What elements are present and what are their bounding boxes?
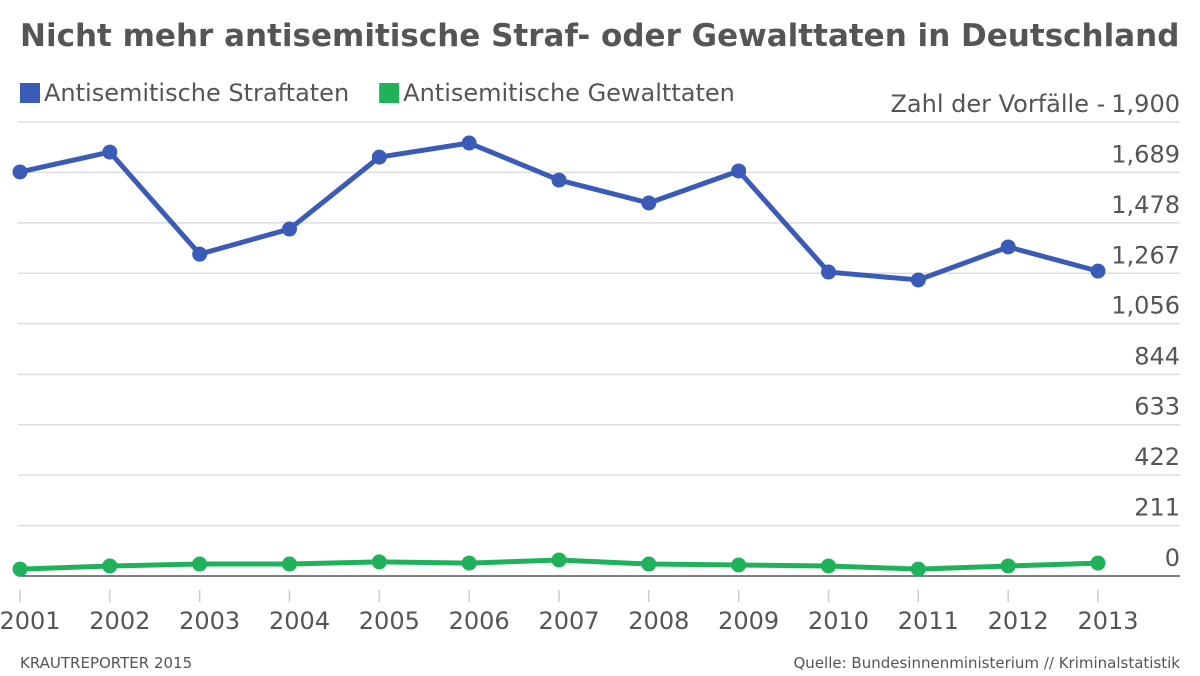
y-tick-label: 1,267 [1111,241,1180,269]
data-point [192,556,208,572]
legend-label: Antisemitische Straftaten [44,79,349,107]
data-point [641,556,657,572]
credit: KRAUTREPORTER 2015 [20,654,192,672]
x-tick-label: 2004 [269,607,330,635]
y-tick-label: 1,689 [1111,140,1180,168]
data-point [102,558,118,574]
legend-label: Antisemitische Gewalttaten [403,79,735,107]
data-point [282,556,297,572]
y-tick-label: 1,478 [1111,191,1180,219]
legend-swatch [20,83,40,103]
data-point [192,246,208,262]
x-tick-label: 2005 [359,607,420,635]
data-point [371,149,387,165]
x-tick-label: 2013 [1077,607,1138,635]
data-point [731,557,747,573]
x-tick-label: 2010 [808,607,869,635]
data-point [461,555,477,571]
data-point [371,554,387,570]
data-point [910,272,926,288]
source: Quelle: Bundesinnenministerium // Krimin… [794,654,1181,672]
data-point [821,264,836,280]
data-point [461,135,477,151]
data-point [1000,558,1016,574]
y-axis-label: Zahl der Vorfälle - [890,90,1105,118]
y-tick-label: 844 [1134,342,1180,370]
data-point [910,561,926,577]
y-tick-label: 211 [1134,494,1180,522]
data-point [12,164,28,180]
x-tick-label: 2007 [538,607,599,635]
x-tick-label: 2003 [179,607,240,635]
x-tick-label: 2001 [0,607,61,635]
chart-title: Nicht mehr antisemitische Straf- oder Ge… [20,18,1179,54]
data-point [282,221,297,237]
data-point [551,172,567,188]
data-point [12,561,28,577]
x-tick-label: 2006 [449,607,510,635]
y-tick-label: 422 [1134,443,1180,471]
data-point [1000,239,1016,255]
x-tick-label: 2012 [988,607,1049,635]
y-tick-label: 633 [1134,393,1180,421]
x-tick-label: 2002 [89,607,150,635]
data-point [1090,555,1106,571]
data-point [1090,263,1106,279]
data-point [641,195,657,211]
y-tick-label: 1,056 [1111,292,1180,320]
data-point [102,144,118,160]
data-point [551,552,567,568]
x-tick-label: 2009 [718,607,779,635]
data-point [821,558,836,574]
x-tick-label: 2011 [898,607,959,635]
data-point [731,163,747,179]
y-tick-label: 0 [1165,544,1180,572]
x-tick-label: 2008 [628,607,689,635]
y-tick-label: 1,900 [1111,90,1180,118]
legend-swatch [379,83,400,103]
